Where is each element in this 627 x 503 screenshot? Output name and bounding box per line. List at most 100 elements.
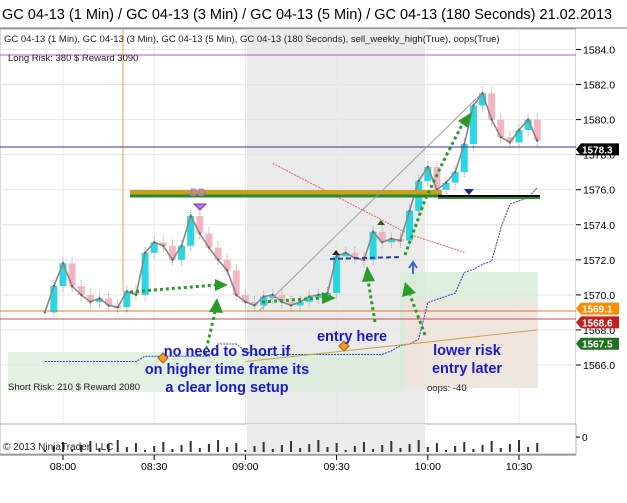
price-point [298,300,302,304]
bull-candle [451,172,459,183]
bull-candle [187,215,195,246]
price-point [417,179,420,183]
volume-bar [508,444,511,452]
y-tick-label: 1574.0 [583,220,615,232]
y-tick-label: 1566.0 [583,360,615,372]
bull-candle [342,252,350,257]
bull-candle [59,263,67,287]
volume-bar [408,444,411,452]
annotation-line: entry later [432,361,502,377]
annotation-line: on higher time frame its [145,362,309,378]
volume-bar [317,440,320,452]
bull-candle [296,301,304,306]
bull-candle [50,286,58,313]
price-axis [576,29,627,498]
price-point [326,291,329,295]
x-tick-label: 08:30 [141,461,167,473]
bear-candle [506,137,514,143]
price-point [70,284,74,288]
price-flag-label: 1569.1 [582,305,613,316]
volume-bar [481,445,484,452]
band-layer [44,162,538,362]
volume-bar [335,443,338,452]
price-flag: 1578.3 [576,143,619,156]
bear-candle [68,263,76,287]
price-point [390,237,393,240]
x-tick-label: 09:30 [323,461,349,473]
candle-layer [50,87,541,319]
lower-band-line [44,187,538,362]
bear-candle [105,298,113,306]
bear-candle [196,215,204,234]
y-tick-label: 1582.0 [583,80,615,92]
volume-bar [153,446,156,452]
volume-bar [226,447,229,452]
line-layer [43,91,539,314]
price-point [536,139,539,142]
price-point [216,258,220,262]
volume-bar [162,442,165,452]
trend-diagonal [257,94,481,313]
volume-bar [426,447,429,452]
price-point [371,230,375,233]
annotation-line: no need to short if [164,344,291,360]
green-arrow-4 [366,279,377,323]
price-point [426,165,429,169]
y-tick-label: 1570.0 [583,290,615,302]
price-point [125,290,129,293]
volume-bar [536,443,539,452]
volume-bar [125,447,128,452]
annotation-group: no need to short if on higher time frame … [145,329,503,396]
green-arrowhead-3 [209,298,223,313]
price-point [198,232,201,235]
bull-candle [424,166,432,181]
y-tick-label: 1580.0 [583,115,615,127]
volume-bar [290,441,292,452]
annotation-line: a clear long setup [165,380,288,396]
price-flags: 1578.3 1569.1 1568.6 1567.5 [576,143,619,351]
volume-bar [344,450,347,452]
signal-marker-1 [332,250,340,255]
x-tick-label: 10:30 [506,461,532,473]
blue-up-arrow-icon [408,260,418,274]
volume-bar [454,446,457,452]
bull-candle [469,105,477,145]
volume-bar [417,440,420,452]
resistance-dotted-line [272,162,465,253]
volume-bar [144,450,147,452]
bull-candle [314,294,322,298]
price-point [80,293,83,297]
volume-bar [80,445,83,452]
price-point [153,241,156,244]
bull-candle [123,291,131,308]
bull-candle [178,245,186,260]
bear-candle [205,233,213,248]
green-arrow-5 [408,294,427,336]
bear-candle [278,294,286,302]
indicator-line: GC 04-13 (1 Min), GC 04-13 (3 Min), GC 0… [4,34,500,45]
volume-bar [472,449,475,452]
volume-bar [207,444,210,452]
bear-candle [168,245,176,260]
volume-bar [353,446,356,452]
volume-bar [372,449,375,452]
short-risk-label: Short Risk: 210 $ Reward 2080 [8,382,140,393]
bull-candle [305,296,313,302]
title-bar [0,0,627,28]
green-arrowhead-4 [362,266,375,282]
annotation-lower-risk: lower risk entry later [432,343,502,377]
price-point [308,295,311,298]
price-flag-shape [576,143,619,156]
volume-bar [435,443,438,452]
volume-bar [89,441,92,452]
volume-bar [518,440,520,452]
volume-bar [527,447,530,452]
y-tick-label: 1584.0 [583,44,615,56]
annotation-entry-here: entry here [317,329,387,345]
price-point [253,304,256,307]
volume-bar [399,448,402,452]
price-point [453,170,457,174]
volume-bar [499,448,502,452]
